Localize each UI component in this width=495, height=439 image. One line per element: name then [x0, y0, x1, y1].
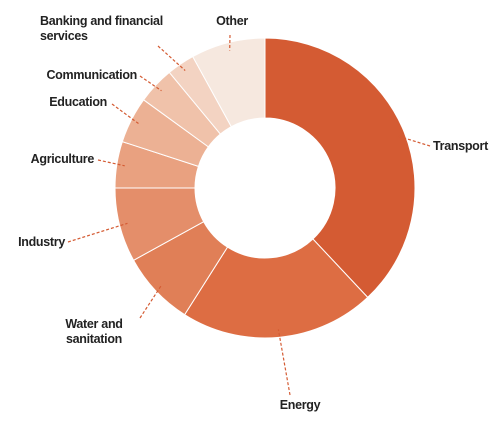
slice: [183, 238, 369, 339]
slice-label: Education: [49, 95, 107, 109]
leader-line: [139, 75, 162, 92]
slice-label: Agriculture: [30, 152, 95, 166]
leader-line: [139, 284, 162, 319]
slice-label: Communication: [46, 68, 137, 82]
leader-line: [67, 222, 128, 243]
slice: [192, 37, 266, 128]
slice: [264, 37, 416, 299]
slice-label: Energy: [279, 398, 321, 412]
slice-label: Industry: [18, 235, 65, 249]
leader-line: [97, 159, 125, 167]
slice-label: Banking and financial services: [40, 14, 163, 43]
leader-line: [157, 45, 186, 71]
slice-label: Water and sanitation: [65, 317, 123, 346]
leader-line: [111, 103, 139, 125]
slice-label: Transport: [433, 139, 488, 153]
leader-line: [277, 329, 291, 396]
leader-line: [396, 135, 431, 147]
slice-label: Other: [216, 14, 248, 28]
